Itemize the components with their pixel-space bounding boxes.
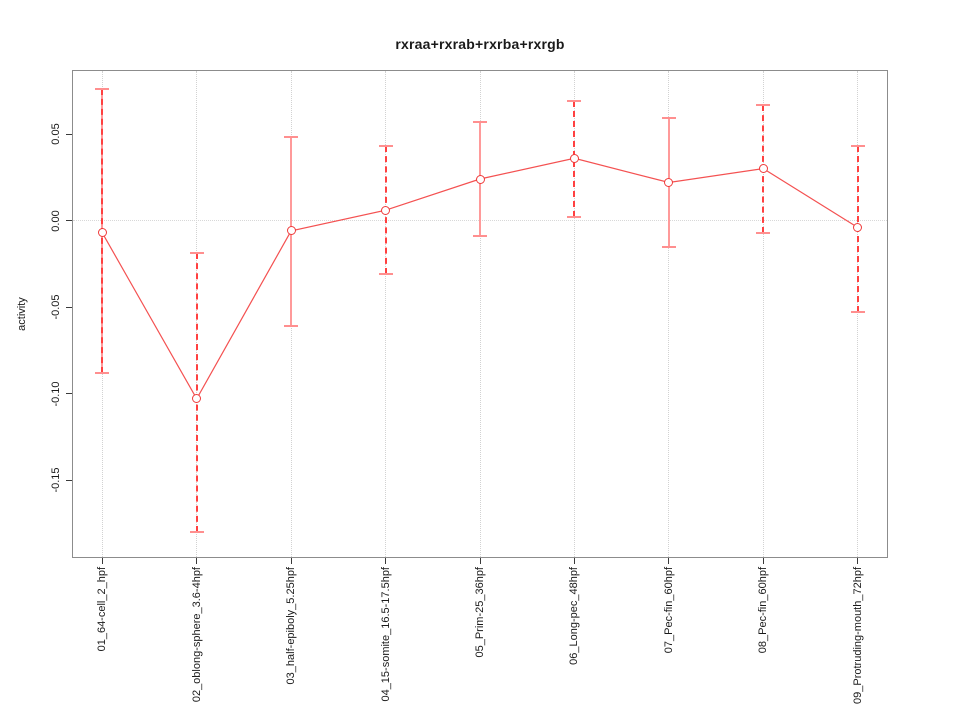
data-point-marker [192,394,202,404]
y-axis-label: activity [16,297,28,331]
y-tick-label: 0.00 [50,209,62,232]
y-tick [65,220,72,222]
x-tick-label: 04_15-somite_16.5-17.5hpf [379,567,392,702]
x-tick-label: 02_oblong-sphere_3.6-4hpf [190,567,203,703]
chart-title: rxraa+rxrab+rxrba+rxrgb [395,36,565,52]
x-tick [290,558,292,564]
error-bar-cap-bottom [473,235,487,238]
x-tick [857,558,859,564]
x-tick [196,558,198,564]
y-tick [65,393,72,395]
y-tick [65,306,72,308]
data-point-marker [758,164,768,174]
x-tick [385,558,387,564]
error-bar-cap-bottom [378,273,393,276]
y-tick [65,133,72,135]
data-point-marker [664,177,674,187]
x-tick-label: 07_Pec-fin_60hpf [662,567,675,654]
error-bar-cap-top [284,136,299,139]
data-point-marker [381,205,391,215]
x-tick [573,558,575,564]
plot-box [72,70,888,558]
x-tick-label: 09_Protruding-mouth_72hpf [851,567,864,704]
error-bar-cap-bottom [189,531,204,534]
data-point-marker [286,226,296,236]
error-bar [195,253,198,533]
data-point-marker [475,174,485,184]
x-tick-label: 06_Long-pec_48hpf [568,567,581,665]
x-tick-label: 05_Prim-25_36hpf [474,567,486,658]
x-tick [479,558,481,564]
error-bar-cap-top [378,145,393,148]
error-bar-cap-bottom [756,231,771,234]
x-tick-label: 01_64-cell_2_hpf [96,567,109,652]
y-tick-label: -0.15 [50,467,62,493]
data-point-marker [853,222,863,232]
x-tick [668,558,670,564]
error-bar-cap-top [756,103,771,106]
y-tick-label: 0.05 [50,123,62,145]
error-bar-cap-top [473,120,487,123]
error-bar-cap-top [189,252,204,255]
error-bar-cap-top [95,88,110,91]
y-tick-label: -0.10 [50,381,62,407]
error-bar-cap-bottom [567,216,582,219]
data-point-marker [97,228,107,238]
gridline-vertical [385,71,387,557]
x-tick [762,558,764,564]
x-tick [101,558,103,564]
error-bar-cap-bottom [850,311,865,314]
error-bar-cap-bottom [284,325,299,328]
error-bar-cap-top [661,117,676,120]
x-tick-label: 03_half-epiboly_5.25hpf [285,567,298,685]
error-bar-cap-top [850,145,865,148]
error-bar-cap-bottom [95,371,110,374]
error-bar-cap-bottom [661,245,676,248]
data-point-marker [569,153,579,163]
y-tick-label: -0.05 [50,294,62,320]
gridline-vertical [857,71,859,557]
y-tick [65,479,72,481]
x-tick-label: 08_Pec-fin_60hpf [757,567,770,654]
error-bar-cap-top [567,100,582,103]
